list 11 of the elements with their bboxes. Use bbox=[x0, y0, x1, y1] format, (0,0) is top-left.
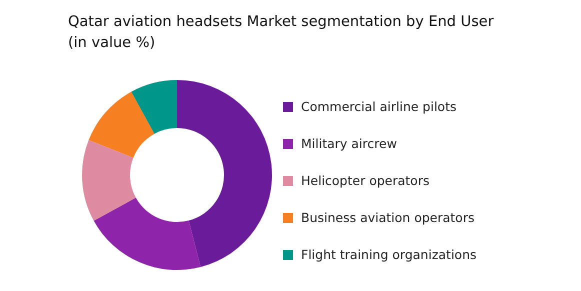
legend-label: Helicopter operators bbox=[301, 173, 430, 188]
chart-title: Qatar aviation headsets Market segmentation by End User (in value %) bbox=[68, 13, 494, 53]
legend-label: Flight training organizations bbox=[301, 247, 477, 262]
donut-slice bbox=[82, 140, 136, 221]
legend-label: Business aviation operators bbox=[301, 210, 474, 225]
legend-label: Military aircrew bbox=[301, 136, 397, 151]
legend-label: Commercial airline pilots bbox=[301, 99, 456, 114]
donut-slice bbox=[94, 198, 201, 270]
donut-slice bbox=[88, 92, 154, 158]
donut-slice bbox=[177, 80, 272, 268]
donut-slice bbox=[131, 80, 177, 134]
